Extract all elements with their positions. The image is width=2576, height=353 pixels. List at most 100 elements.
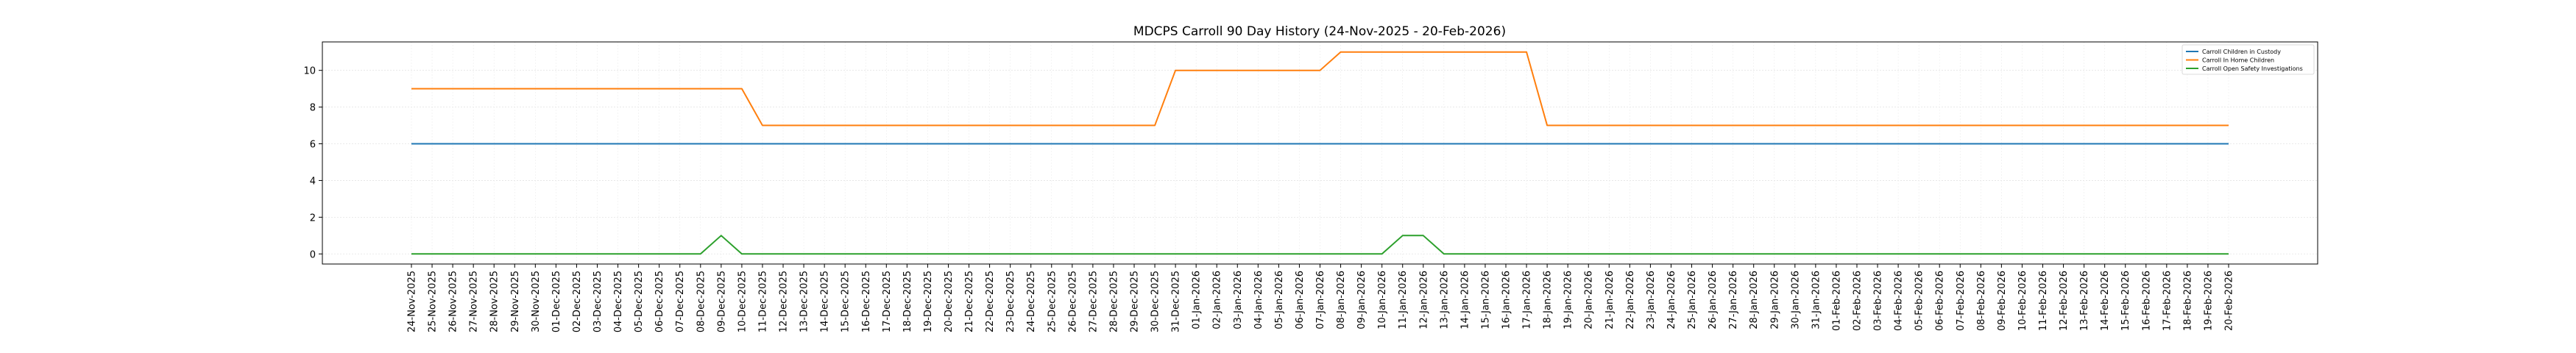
x-tick-label: 24-Jan-2026 — [1666, 271, 1677, 329]
x-tick-label: 03-Jan-2026 — [1233, 271, 1244, 329]
x-tick-label: 07-Jan-2026 — [1315, 271, 1326, 329]
x-tick-label: 28-Jan-2026 — [1749, 271, 1760, 329]
x-tick-label: 29-Jan-2026 — [1769, 271, 1780, 329]
x-tick-label: 19-Dec-2025 — [923, 271, 934, 332]
x-tick-label: 16-Dec-2025 — [861, 271, 872, 332]
x-tick-label: 10-Jan-2026 — [1377, 271, 1388, 329]
x-tick-label: 14-Jan-2026 — [1459, 271, 1471, 329]
x-tick-label: 15-Dec-2025 — [841, 271, 852, 332]
x-tick-label: 29-Nov-2025 — [510, 271, 521, 332]
y-tick-label: 8 — [310, 103, 316, 114]
x-tick-label: 16-Jan-2026 — [1501, 271, 1512, 329]
x-tick-label: 15-Jan-2026 — [1480, 271, 1491, 329]
x-tick-label: 19-Jan-2026 — [1563, 271, 1574, 329]
series-layer — [411, 51, 2229, 255]
x-axis: 24-Nov-2025 25-Nov-2025 26-Nov-2025 27-Nov-… — [407, 264, 2235, 332]
x-tick-label: 03-Feb-2026 — [1873, 271, 1884, 331]
x-tick-label: 28-Dec-2025 — [1108, 271, 1119, 332]
x-tick-label: 31-Dec-2025 — [1171, 271, 1182, 332]
x-tick-label: 19-Feb-2026 — [2203, 271, 2214, 331]
x-tick-label: 10-Feb-2026 — [2017, 271, 2028, 331]
x-tick-label: 11-Dec-2025 — [757, 271, 768, 332]
x-tick-label: 26-Jan-2026 — [1708, 271, 1719, 329]
x-tick-label: 23-Dec-2025 — [1005, 271, 1016, 332]
legend-label: Carroll Children in Custody — [2202, 49, 2281, 55]
x-tick-label: 22-Dec-2025 — [985, 271, 996, 332]
x-tick-label: 08-Dec-2025 — [696, 271, 707, 332]
x-tick-label: 08-Jan-2026 — [1336, 271, 1347, 329]
x-tick-label: 17-Dec-2025 — [882, 271, 893, 332]
y-tick-label: 2 — [310, 213, 316, 224]
x-tick-label: 07-Feb-2026 — [1956, 271, 1967, 331]
x-tick-label: 14-Dec-2025 — [820, 271, 831, 332]
x-tick-label: 06-Feb-2026 — [1935, 271, 1946, 331]
x-tick-label: 27-Nov-2025 — [469, 271, 480, 332]
x-tick-label: 05-Feb-2026 — [1914, 271, 1925, 331]
x-tick-label: 30-Dec-2025 — [1150, 271, 1161, 332]
x-tick-label: 30-Nov-2025 — [531, 271, 542, 332]
x-tick-label: 31-Jan-2026 — [1811, 271, 1822, 329]
x-tick-label: 11-Feb-2026 — [2038, 271, 2049, 331]
legend-box — [2182, 44, 2315, 75]
x-tick-label: 21-Jan-2026 — [1604, 271, 1616, 329]
x-tick-label: 05-Dec-2025 — [634, 271, 645, 332]
x-tick-label: 30-Jan-2026 — [1790, 271, 1801, 329]
x-tick-label: 18-Dec-2025 — [902, 271, 913, 332]
x-tick-label: 24-Nov-2025 — [407, 271, 418, 332]
series-line-2 — [411, 51, 2229, 126]
x-tick-label: 23-Jan-2026 — [1646, 271, 1657, 329]
x-tick-label: 18-Jan-2026 — [1543, 271, 1554, 329]
x-tick-label: 12-Feb-2026 — [2059, 271, 2070, 331]
x-tick-label: 08-Feb-2026 — [1976, 271, 1987, 331]
x-tick-label: 26-Nov-2025 — [448, 271, 459, 332]
chart-title: MDCPS Carroll 90 Day History (24-Nov-202… — [1133, 24, 1506, 39]
x-tick-label: 11-Jan-2026 — [1398, 271, 1409, 329]
x-tick-label: 17-Feb-2026 — [2162, 271, 2173, 331]
x-tick-label: 18-Feb-2026 — [2182, 271, 2193, 331]
x-tick-label: 12-Dec-2025 — [779, 271, 790, 332]
x-tick-label: 20-Dec-2025 — [944, 271, 955, 332]
x-tick-label: 25-Jan-2026 — [1687, 271, 1698, 329]
x-tick-label: 29-Dec-2025 — [1129, 271, 1140, 332]
x-tick-label: 22-Jan-2026 — [1625, 271, 1636, 329]
x-tick-label: 14-Feb-2026 — [2100, 271, 2111, 331]
x-tick-label: 13-Dec-2025 — [799, 271, 810, 332]
x-tick-label: 12-Jan-2026 — [1418, 271, 1429, 329]
y-tick-label: 4 — [310, 176, 316, 187]
x-tick-label: 05-Jan-2026 — [1274, 271, 1285, 329]
x-tick-label: 06-Dec-2025 — [654, 271, 665, 332]
y-tick-label: 6 — [310, 140, 316, 151]
series-line-3 — [411, 235, 2229, 255]
x-tick-label: 27-Dec-2025 — [1088, 271, 1099, 332]
x-tick-label: 01-Feb-2026 — [1831, 271, 1842, 331]
x-tick-label: 13-Feb-2026 — [2079, 271, 2090, 331]
x-tick-label: 02-Jan-2026 — [1212, 271, 1223, 329]
x-tick-label: 17-Jan-2026 — [1522, 271, 1533, 329]
x-tick-label: 20-Jan-2026 — [1584, 271, 1595, 329]
x-tick-label: 06-Jan-2026 — [1295, 271, 1306, 329]
x-tick-label: 25-Nov-2025 — [428, 271, 439, 332]
x-tick-label: 15-Feb-2026 — [2120, 271, 2131, 331]
x-tick-label: 04-Feb-2026 — [1894, 271, 1905, 331]
x-tick-label: 07-Dec-2025 — [675, 271, 686, 332]
x-tick-label: 20-Feb-2026 — [2224, 271, 2235, 331]
x-tick-label: 25-Dec-2025 — [1047, 271, 1058, 332]
x-tick-label: 09-Dec-2025 — [716, 271, 727, 332]
x-tick-label: 13-Jan-2026 — [1439, 271, 1450, 329]
legend: Carroll Children in Custody Carroll In Ho… — [2182, 44, 2315, 75]
x-tick-label: 01-Dec-2025 — [551, 271, 562, 332]
x-tick-label: 09-Feb-2026 — [1997, 271, 2008, 331]
x-tick-label: 09-Jan-2026 — [1356, 271, 1367, 329]
x-tick-label: 02-Feb-2026 — [1852, 271, 1863, 331]
x-tick-label: 04-Dec-2025 — [613, 271, 624, 332]
legend-label: Carroll Open Safety Investigations — [2202, 65, 2303, 72]
x-tick-label: 02-Dec-2025 — [572, 271, 583, 332]
x-tick-label: 04-Jan-2026 — [1253, 271, 1264, 329]
x-tick-label: 10-Dec-2025 — [737, 271, 748, 332]
x-tick-label: 03-Dec-2025 — [592, 271, 604, 332]
y-axis: 0 2 4 6 8 10 — [303, 66, 322, 260]
x-tick-label: 01-Jan-2026 — [1192, 271, 1203, 329]
y-tick-label: 0 — [310, 249, 316, 260]
